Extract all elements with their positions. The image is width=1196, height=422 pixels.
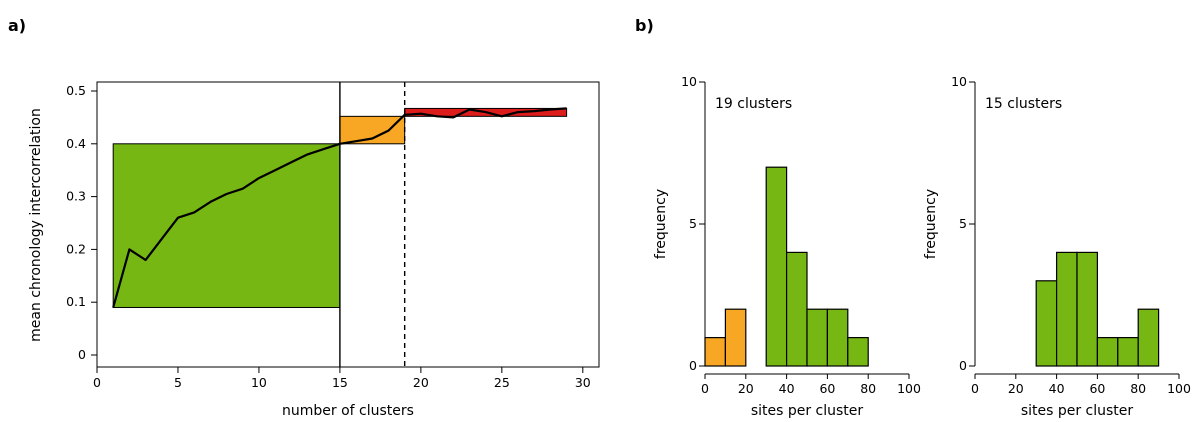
histogram-bar [826,308,849,367]
x-tick-label: 5 [174,375,182,390]
y-axis-label: frequency [923,189,939,259]
x-tick-label: 80 [860,381,876,396]
x-tick-label: 10 [251,375,267,390]
histogram-bar [1137,308,1160,367]
x-tick-label: 20 [413,375,429,390]
y-tick-label: 10 [681,74,697,89]
histogram-bar [1055,251,1078,367]
y-tick-label: 0 [78,347,86,362]
region-orange [339,115,406,145]
x-axis-label: sites per cluster [1021,403,1134,419]
x-tick-label: 40 [779,381,795,396]
y-axis-label: frequency [653,189,669,259]
x-tick-label: 0 [701,381,709,396]
y-tick-label: 0.1 [66,294,86,309]
x-axis-label-a: number of clusters [282,403,414,419]
x-axis-label: sites per cluster [751,403,864,419]
histogram-bar [1096,337,1119,367]
x-tick-label: 80 [1130,381,1146,396]
histogram-bar [724,308,747,367]
x-tick-label: 40 [1049,381,1065,396]
histogram-bar [847,337,869,367]
y-tick-label: 0 [959,358,967,373]
series-line [112,107,567,308]
y-tick-label: 0.3 [66,189,86,204]
histogram-bar [1035,280,1058,367]
line-chart-a: a) 0 5 10 15 20 25 30 0 0.1 0.2 0.3 0.4 0.5 number of … [8,16,600,419]
x-tick-label: 60 [819,381,835,396]
x-tick-label: 30 [575,375,591,390]
x-tick-label: 0 [93,375,101,390]
x-tick-label: 25 [494,375,510,390]
y-axis-label-a: mean chronology intercorrelation [28,108,44,342]
y-tick-label: 5 [959,216,967,231]
histogram-annotation: 19 clusters [715,96,792,112]
x-tick-label: 60 [1089,381,1105,396]
histogram-bar [1117,337,1139,367]
y-tick-label: 10 [951,74,967,89]
x-tick-label: 15 [332,375,348,390]
histogram-bar [806,308,828,367]
histogram-bar [704,337,726,367]
y-tick-label: 0.2 [66,241,86,256]
plot-frame-a [96,81,600,368]
x-tick-label: 100 [1167,381,1191,396]
x-tick-label: 100 [897,381,921,396]
region-green [112,143,341,308]
y-tick-label: 0.5 [66,83,86,98]
panel-label-b: b) [635,16,654,35]
histogram-bar [785,251,808,367]
panel-label-a: a) [8,16,26,35]
histogram-bar [1076,251,1098,367]
x-tick-label: 20 [738,381,754,396]
y-tick-label: 5 [689,216,697,231]
histogram-annotation: 15 clusters [985,96,1062,112]
y-tick-label: 0.4 [66,136,86,151]
x-tick-label: 0 [971,381,979,396]
x-tick-label: 20 [1008,381,1024,396]
histogram-bar [765,166,788,367]
y-tick-label: 0 [689,358,697,373]
